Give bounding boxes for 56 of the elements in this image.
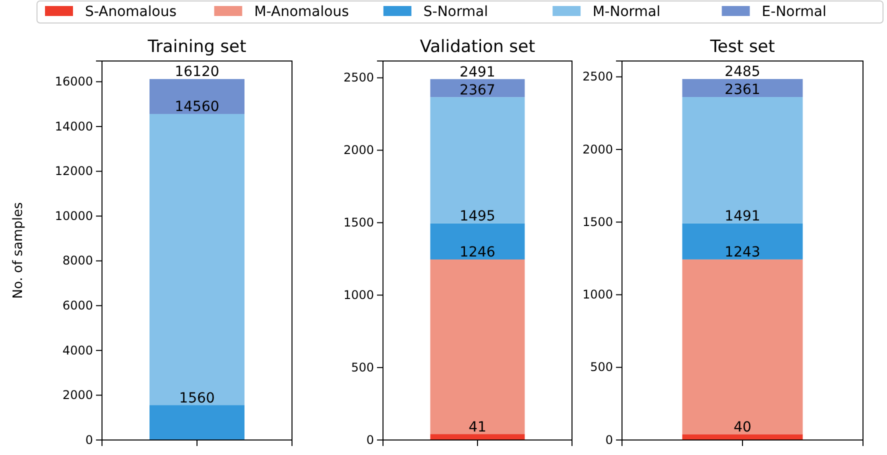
annotation: 2491 [460, 64, 496, 80]
y-tick-label: 1000 [343, 288, 374, 302]
bar [430, 259, 525, 434]
y-tick-label: 2000 [343, 143, 374, 158]
annotation: 1560 [179, 390, 215, 406]
bar [682, 434, 803, 440]
y-tick-label: 2000 [62, 388, 93, 402]
bar [682, 79, 803, 98]
chart-title: Training set [146, 37, 247, 57]
chart-title: Validation set [420, 37, 536, 57]
annotation: 2485 [724, 64, 760, 80]
y-tick-label: 2000 [582, 142, 613, 156]
annotation: 2361 [724, 82, 760, 98]
bar [430, 223, 525, 260]
legend-label: E-Normal [762, 4, 826, 20]
bar [682, 259, 803, 434]
y-tick-label: 6000 [62, 298, 93, 312]
legend-label: S-Normal [423, 4, 488, 20]
bar [430, 434, 525, 440]
y-tick-label: 8000 [62, 254, 93, 268]
y-tick-label: 1000 [582, 288, 613, 302]
y-tick-label: 12000 [54, 164, 93, 178]
y-tick-label: 500 [351, 360, 374, 374]
legend-label: S-Anomalous [85, 4, 176, 20]
annotation: 1243 [724, 244, 760, 261]
y-tick-label: 1500 [582, 214, 613, 229]
annotation: 1246 [460, 244, 496, 261]
bar [150, 405, 244, 440]
legend-label: M-Anomalous [254, 4, 349, 20]
annotation: 41 [468, 419, 486, 436]
y-tick-label: 0 [605, 432, 613, 447]
y-tick-label: 0 [85, 432, 93, 447]
bar [430, 79, 525, 98]
legend-label: M-Normal [592, 4, 660, 20]
annotation: 14560 [174, 99, 220, 116]
y-tick-label: 1500 [343, 216, 374, 230]
y-tick-label: 10000 [54, 208, 93, 223]
annotation: 1495 [460, 208, 496, 225]
bar [682, 223, 803, 260]
chart-title: Test set [709, 37, 776, 57]
y-tick-label: 14000 [54, 119, 93, 134]
bar [150, 79, 244, 114]
y-tick-label: 500 [590, 360, 613, 374]
annotation: 16120 [174, 64, 220, 80]
y-tick-label: 2500 [582, 70, 613, 84]
y-tick-label: 2500 [343, 70, 374, 85]
bar [682, 97, 803, 224]
y-tick-label: 16000 [54, 74, 93, 89]
y-tick-label: 4000 [62, 343, 93, 358]
bar [150, 114, 244, 406]
y-tick-label: 0 [366, 432, 374, 447]
y-axis-title: No. of samples [11, 202, 26, 299]
annotation: 40 [734, 419, 752, 436]
annotation: 2367 [460, 82, 496, 98]
bar [430, 97, 525, 224]
annotation: 1491 [724, 208, 760, 225]
